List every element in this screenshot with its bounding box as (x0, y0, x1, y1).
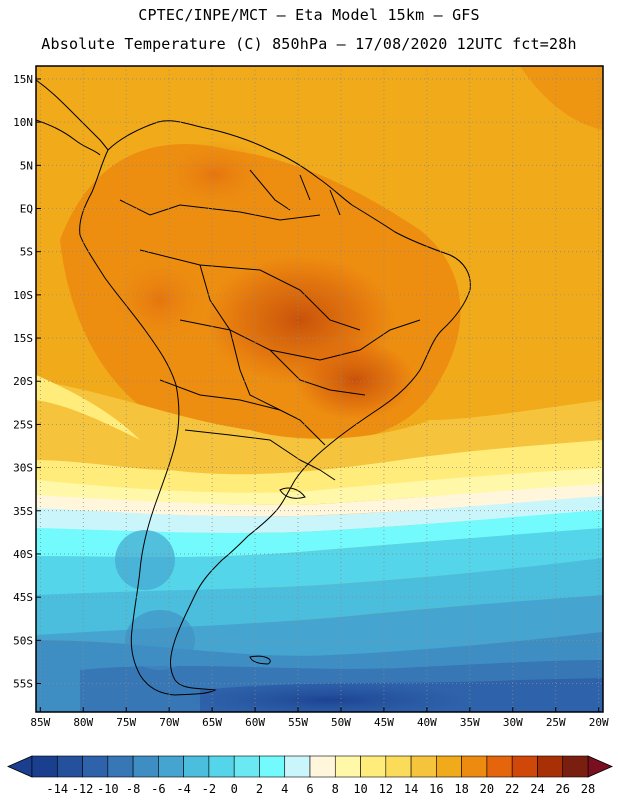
lat-tick-label: 5N (20, 159, 33, 172)
colorbar-swatch (158, 755, 184, 778)
map-title-line-2: Absolute Temperature (C) 850hPa – 17/08/… (41, 35, 577, 53)
colorbar-label: 20 (480, 782, 494, 796)
lon-tick-label: 85W (30, 716, 50, 729)
lat-tick-label: 35S (13, 505, 33, 518)
lon-tick-label: 75W (116, 716, 136, 729)
coastlines-and-borders (36, 79, 471, 696)
colorbar-swatch (461, 755, 488, 778)
colorbar-swatch (132, 755, 159, 778)
lat-tick-label: EQ (20, 203, 33, 216)
lat-tick-label: 40S (13, 548, 33, 561)
colorbar-swatch (284, 755, 311, 778)
lon-tick-label: 30W (503, 716, 523, 729)
temperature-field (36, 66, 603, 712)
colorbar-label: 12 (379, 782, 393, 796)
colorbar-label: -12 (72, 782, 94, 796)
colorbar-low-arrow (7, 755, 33, 778)
lat-tick-label: 15N (13, 73, 33, 86)
colorbar-label: 24 (530, 782, 544, 796)
colorbar-label: 18 (454, 782, 468, 796)
lat-tick-label: 20S (13, 375, 33, 388)
colorbar-label: 10 (353, 782, 367, 796)
lat-tick-label: 10N (13, 116, 33, 129)
colorbar-swatch (309, 755, 336, 778)
colorbar-swatch (511, 755, 538, 778)
lon-tick-label: 55W (288, 716, 308, 729)
lon-tick-label: 70W (159, 716, 179, 729)
lon-tick-label: 40W (417, 716, 437, 729)
lat-tick-label: 5S (20, 246, 33, 259)
lat-tick-label: 55S (13, 678, 33, 691)
lat-tick-label: 45S (13, 591, 33, 604)
latitude-axis: 15N 10N 5N EQ 5S 10S 15S 20S 25S 30S 35S 40S 45S 50S 5… (13, 73, 41, 691)
colorbar-label: 16 (429, 782, 443, 796)
colorbar-label: 4 (281, 782, 288, 796)
colorbar-label: -14 (46, 782, 68, 796)
colorbar-label: 0 (231, 782, 238, 796)
lon-tick-label: 35W (460, 716, 480, 729)
colorbar-swatch (31, 755, 58, 778)
colorbar-swatch (562, 755, 589, 778)
lon-tick-label: 45W (374, 716, 394, 729)
south-america-coastline (79, 120, 471, 696)
colorbar-label: -4 (176, 782, 190, 796)
colorbar-swatch (208, 755, 235, 778)
lon-tick-label: 50W (331, 716, 351, 729)
colorbar-label: -6 (151, 782, 165, 796)
colorbar-swatch (183, 755, 210, 778)
lat-tick-label: 25S (13, 418, 33, 431)
colorbar-swatch (385, 755, 412, 778)
colorbar-label: -2 (202, 782, 216, 796)
colorbar-swatch (334, 755, 361, 778)
longitude-axis: 85W 80W 75W 70W 65W 60W 55W 50W 45W 40W 35W 30W 25W 2… (30, 707, 609, 729)
colorbar-label: 6 (306, 782, 313, 796)
lon-tick-label: 65W (202, 716, 222, 729)
colorbar-swatch (82, 755, 109, 778)
colorbar-swatch (537, 755, 564, 778)
colorbar-label: -8 (126, 782, 140, 796)
colorbar-high-arrow (587, 755, 613, 778)
colorbar-swatch (56, 755, 83, 778)
colorbar-swatch (107, 755, 134, 778)
lon-tick-label: 25W (546, 716, 566, 729)
colorbar-swatch (486, 755, 513, 778)
temperature-colorbar: -14 -12 -10 -8 -6 -4 -2 0 2 4 6 8 10 12 14 16 18 20 22 24 26… (7, 755, 613, 796)
colorbar-label: 2 (256, 782, 263, 796)
lon-tick-label: 20W (589, 716, 609, 729)
graticule (36, 66, 603, 712)
lon-tick-label: 80W (73, 716, 93, 729)
colorbar-label: 28 (581, 782, 595, 796)
colorbar-swatch (360, 755, 387, 778)
colorbar-label: 26 (556, 782, 570, 796)
colorbar-swatch (259, 755, 286, 778)
lon-tick-label: 60W (245, 716, 265, 729)
map-title-line-1: CPTEC/INPE/MCT – Eta Model 15km – GFS (138, 6, 480, 24)
colorbar-label: 8 (332, 782, 339, 796)
colorbar-swatch (233, 755, 260, 778)
colorbar-label: 22 (505, 782, 519, 796)
lat-tick-label: 30S (13, 462, 33, 475)
colorbar-label: 14 (404, 782, 418, 796)
lat-tick-label: 10S (13, 289, 33, 302)
colorbar-swatch (436, 755, 462, 778)
map-frame (35, 65, 604, 713)
colorbar-label: -10 (97, 782, 119, 796)
lat-tick-label: 50S (13, 634, 33, 647)
lat-tick-label: 15S (13, 332, 33, 345)
colorbar-swatch (410, 755, 437, 778)
